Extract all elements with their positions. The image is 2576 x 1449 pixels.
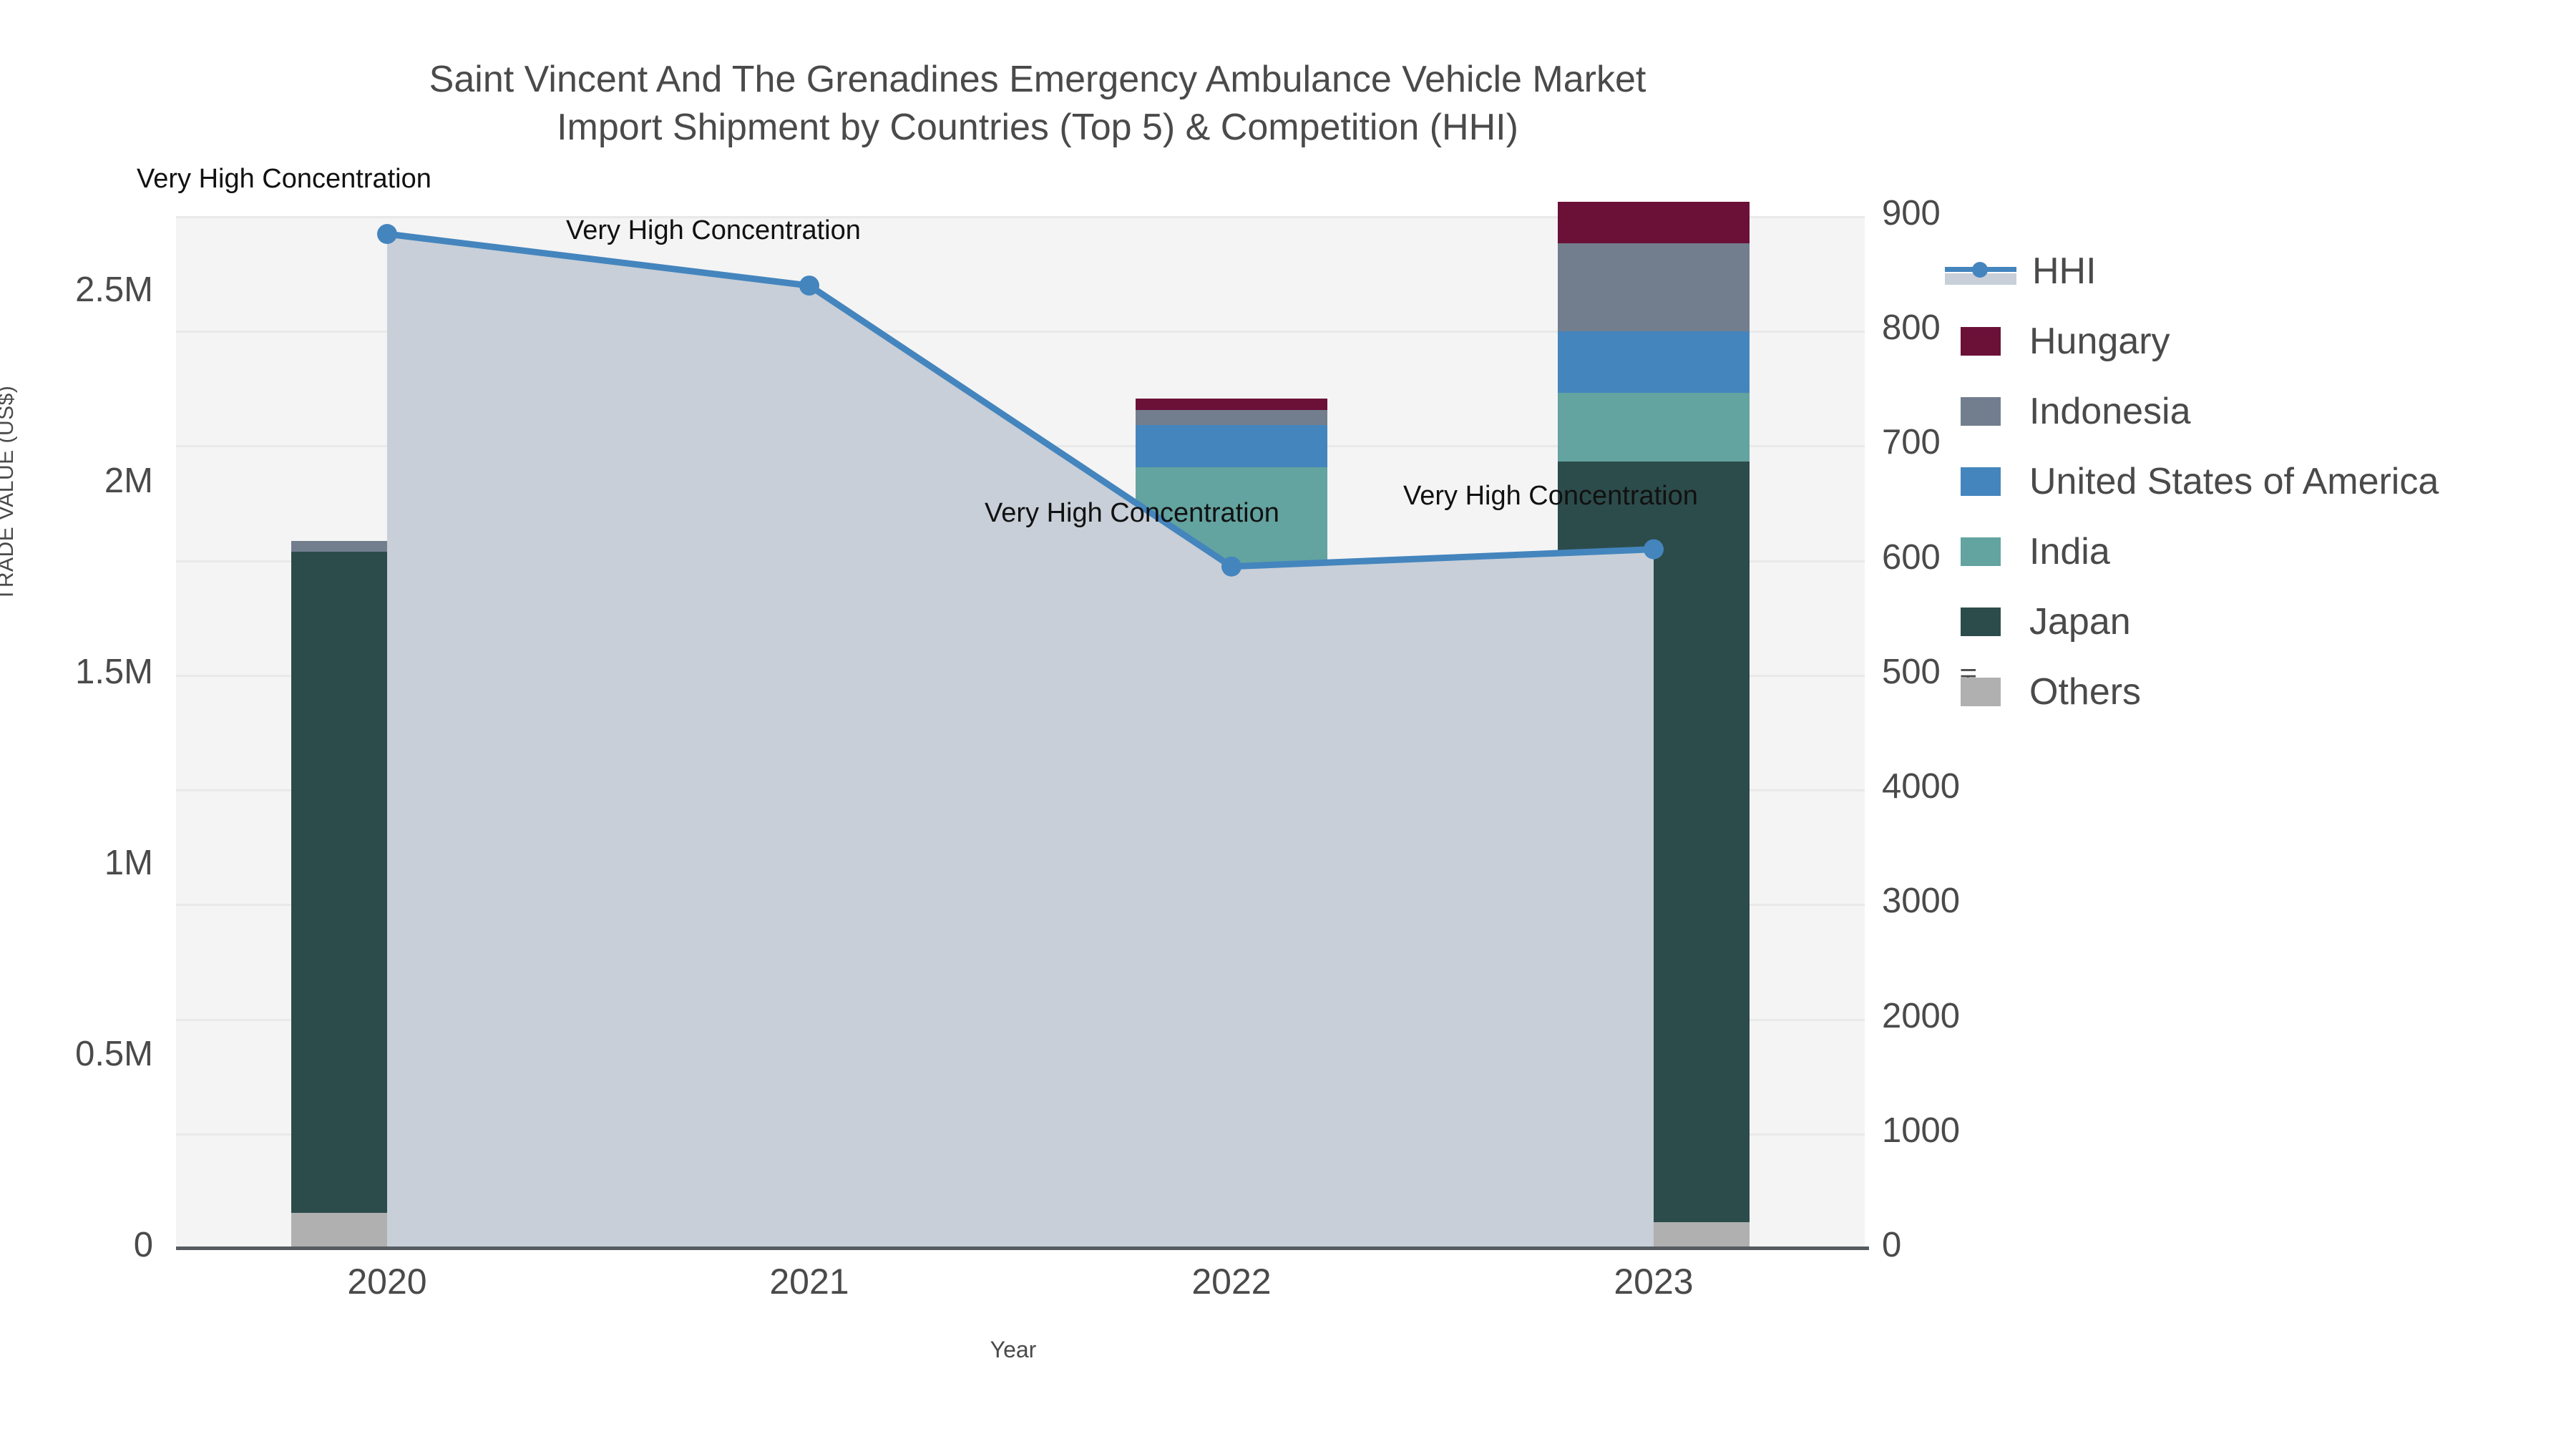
legend-item[interactable]: United States of America bbox=[1961, 447, 2439, 517]
legend-color-swatch bbox=[1961, 397, 2001, 426]
legend-item[interactable]: Japan bbox=[1961, 587, 2439, 657]
y-axis-right-tick: 500 bbox=[1882, 652, 1941, 691]
y-axis-right-tick: 3000 bbox=[1882, 882, 1961, 921]
legend: HHI Hungary Indonesia United States of Amer… bbox=[1945, 236, 2439, 727]
bar-segment bbox=[713, 543, 905, 573]
legend-label: Japan bbox=[2029, 601, 2131, 643]
y-axis-left-label: TRADE VALUE (US$) bbox=[0, 385, 18, 601]
x-axis-tick: 2023 bbox=[1614, 1262, 1694, 1302]
x-axis-tick: 2022 bbox=[1191, 1262, 1272, 1302]
concentration-annotation: Very High Concentration bbox=[985, 497, 1279, 528]
y-axis-left-tick: 0 bbox=[133, 1226, 153, 1264]
concentration-annotation: Very High Concentration bbox=[137, 164, 431, 195]
legend-label: India bbox=[2029, 531, 2110, 572]
y-axis-right-tick: 800 bbox=[1882, 308, 1941, 348]
y-axis-left-tick: 2M bbox=[104, 461, 153, 500]
legend-color-swatch bbox=[1961, 678, 2001, 706]
y-axis-right-tick: 600 bbox=[1882, 537, 1941, 577]
y-axis-right-tick: 4000 bbox=[1882, 767, 1961, 806]
chart-title: Saint Vincent And The Grenadines Emergen… bbox=[429, 59, 1646, 148]
y-axis-left-tick: 1.5M bbox=[75, 652, 153, 691]
x-axis-label: Year bbox=[990, 1337, 1037, 1362]
y-axis-right-tick: 1000 bbox=[1882, 1111, 1961, 1150]
legend-item[interactable]: Others bbox=[1961, 657, 2439, 727]
x-axis-tick: 2021 bbox=[769, 1262, 849, 1302]
legend-item[interactable]: HHI bbox=[1945, 236, 2439, 306]
bar-segment bbox=[1136, 398, 1327, 410]
bar-segment bbox=[291, 552, 483, 1214]
legend-label: HHI bbox=[2032, 250, 2097, 292]
y-axis-right-tick: 0 bbox=[1882, 1226, 1902, 1264]
bar-segment bbox=[291, 1213, 483, 1249]
gridline bbox=[176, 216, 1865, 218]
bar-segment bbox=[291, 541, 483, 552]
legend-color-swatch bbox=[1961, 537, 2001, 566]
y-axis-right-tick: 2000 bbox=[1882, 996, 1961, 1035]
legend-area-swatch bbox=[1945, 273, 2016, 285]
bar-segment bbox=[1558, 461, 1750, 1222]
bar-segment bbox=[713, 592, 905, 1242]
bar-segment bbox=[1558, 392, 1750, 462]
legend-color-swatch bbox=[1961, 467, 2001, 496]
legend-color-swatch bbox=[1961, 327, 2001, 356]
legend-item[interactable]: Indonesia bbox=[1961, 376, 2439, 447]
y-axis-left-tick: 1M bbox=[104, 843, 153, 882]
legend-item[interactable]: India bbox=[1961, 517, 2439, 587]
bar-segment bbox=[1558, 243, 1750, 332]
legend-label: Others bbox=[2029, 671, 2142, 713]
concentration-annotation: Very High Concentration bbox=[566, 215, 861, 246]
bar-segment bbox=[1136, 605, 1327, 1228]
legend-item[interactable]: Hungary bbox=[1961, 306, 2439, 376]
bar-segment bbox=[713, 533, 905, 544]
bar-segment bbox=[1136, 1227, 1327, 1249]
y-axis-right-tick: 700 bbox=[1882, 423, 1941, 462]
concentration-annotation: Very High Concentration bbox=[1403, 480, 1698, 511]
bar-segment bbox=[1558, 331, 1750, 393]
y-axis-left-tick: 2.5M bbox=[75, 270, 153, 309]
legend-line-icon bbox=[1945, 256, 2016, 286]
x-axis-line bbox=[176, 1246, 1869, 1250]
bar-segment bbox=[1136, 409, 1327, 426]
x-axis-tick: 2020 bbox=[347, 1262, 427, 1302]
bar-segment bbox=[1136, 467, 1327, 605]
y-axis-left-tick: 0.5M bbox=[75, 1034, 153, 1073]
bar-segment bbox=[1558, 1221, 1750, 1249]
legend-dot-icon bbox=[1972, 262, 1988, 278]
legend-label: Hungary bbox=[2029, 321, 2170, 362]
bar-segment bbox=[1136, 425, 1327, 467]
legend-label: Indonesia bbox=[2029, 391, 2191, 432]
legend-label: United States of America bbox=[2029, 461, 2439, 502]
bar-segment bbox=[713, 572, 905, 592]
bar-segment bbox=[1558, 201, 1750, 244]
legend-color-swatch bbox=[1961, 608, 2001, 636]
y-axis-right-tick: 900 bbox=[1882, 194, 1941, 233]
